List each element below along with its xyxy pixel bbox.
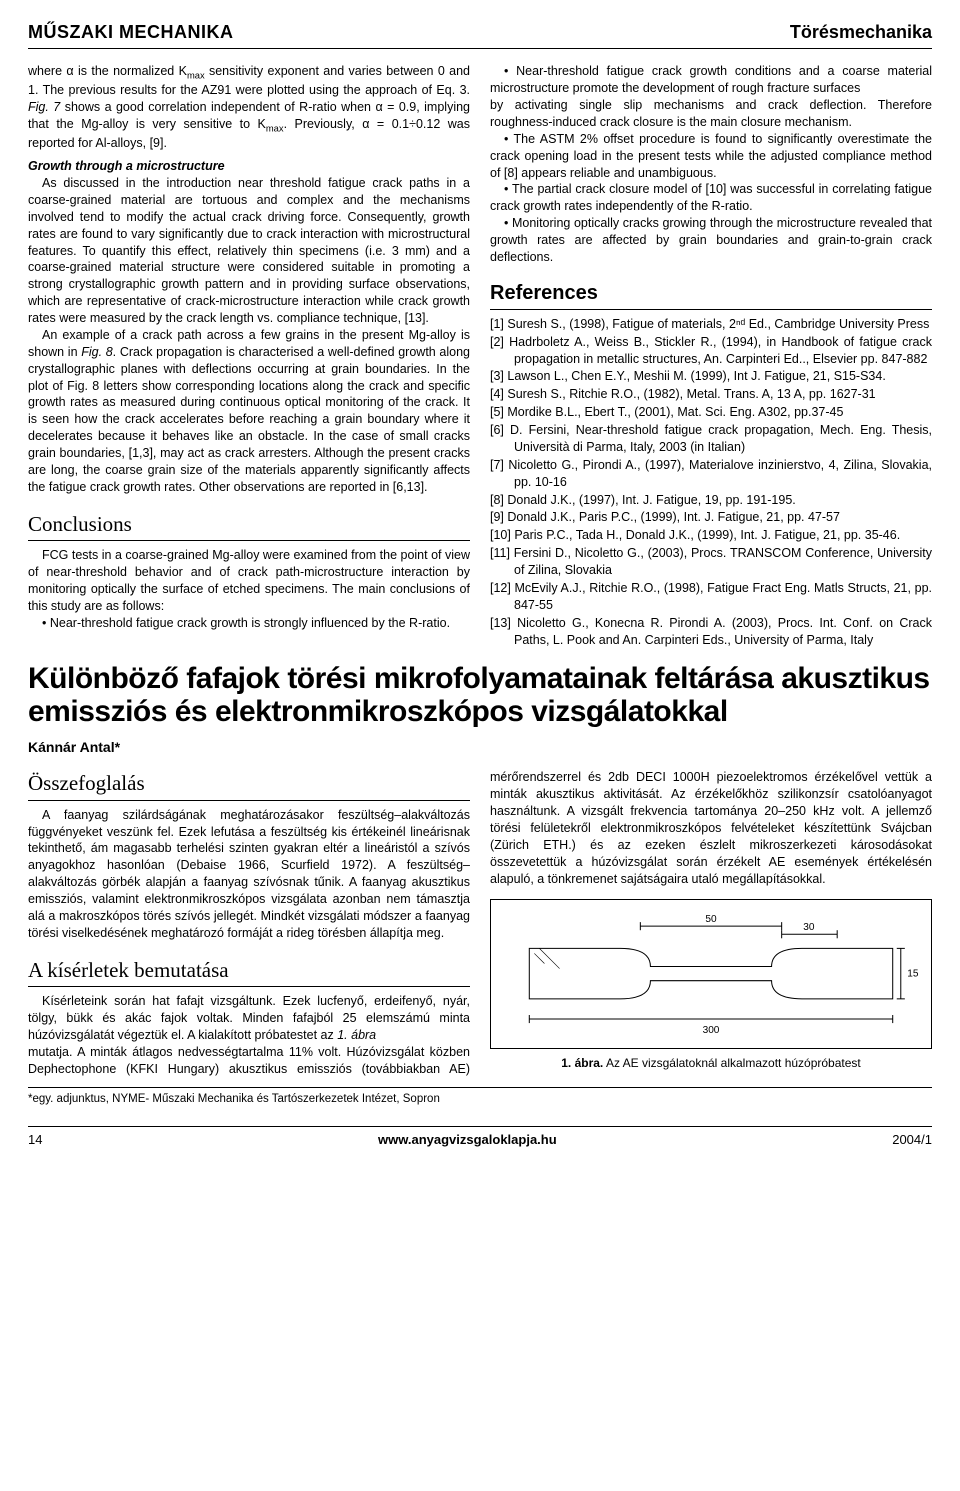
- reference-item: [7] Nicoletto G., Pirondi A., (1997), Ma…: [490, 457, 932, 491]
- reference-item: [2] Hadrboletz A., Weiss B., Stickler R.…: [490, 334, 932, 368]
- footnote-text: *egy. adjunktus, NYME- Műszaki Mechanika…: [28, 1092, 440, 1108]
- summary-heading: Összefoglalás: [28, 769, 470, 800]
- reference-item: [1] Suresh S., (1998), Fatigue of materi…: [490, 316, 932, 333]
- reference-item: [8] Donald J.K., (1997), Int. J. Fatigue…: [490, 492, 932, 509]
- bullet-6: • Monitoring optically cracks growing th…: [490, 215, 932, 266]
- bullet-3: by activating single slip mechanisms and…: [490, 97, 932, 131]
- article2-body: Összefoglalás A faanyag szilárdságának m…: [28, 769, 932, 1077]
- experiments-heading: A kísérletek bemutatása: [28, 956, 470, 987]
- bullet-2: • Near-threshold fatigue crack growth co…: [490, 63, 932, 97]
- exp-p1: Kísérleteink során hat fafajt vizsgáltun…: [28, 993, 470, 1044]
- figure-1: 50 30 15 300: [490, 899, 932, 1048]
- reference-item: [9] Donald J.K., Paris P.C., (1999), Int…: [490, 509, 932, 526]
- header-right: Törésmechanika: [790, 20, 932, 44]
- references-heading: References: [490, 280, 932, 310]
- dim-mid: 30: [803, 923, 815, 934]
- reference-item: [10] Paris P.C., Tada H., Donald J.K., (…: [490, 527, 932, 544]
- bullet-5: • The partial crack closure model of [10…: [490, 181, 932, 215]
- article2-title: Különböző fafajok törési mikrofolyamatai…: [28, 662, 932, 728]
- header-left: MŰSZAKI MECHANIKA: [28, 20, 234, 44]
- article2-author: Kánnár Antal*: [28, 738, 932, 757]
- reference-item: [3] Lawson L., Chen E.Y., Meshii M. (199…: [490, 368, 932, 385]
- para-3: An example of a crack path across a few …: [28, 327, 470, 496]
- footer-page: 14: [28, 1131, 42, 1149]
- figure-1-caption: 1. ábra. Az AE vizsgálatoknál alkalmazot…: [490, 1055, 932, 1071]
- bullet-4: • The ASTM 2% offset procedure is found …: [490, 131, 932, 182]
- para-1: where α is the normalized Kmax sensitivi…: [28, 63, 470, 152]
- reference-item: [5] Mordike B.L., Ebert T., (2001), Mat.…: [490, 404, 932, 421]
- reference-item: [13] Nicoletto G., Konecna R. Pirondi A.…: [490, 615, 932, 649]
- footer-url: www.anyagvizsgaloklapja.hu: [378, 1131, 557, 1149]
- reference-item: [12] McEvily A.J., Ritchie R.O., (1998),…: [490, 580, 932, 614]
- running-header: MŰSZAKI MECHANIKA Törésmechanika: [28, 20, 932, 49]
- article1-body: where α is the normalized Kmax sensitivi…: [28, 63, 932, 648]
- conclusions-heading: Conclusions: [28, 510, 470, 541]
- footer-issue: 2004/1: [892, 1131, 932, 1149]
- footnote-row: *egy. adjunktus, NYME- Műszaki Mechanika…: [28, 1092, 932, 1108]
- dim-right: 15: [907, 969, 919, 980]
- reference-item: [4] Suresh S., Ritchie R.O., (1982), Met…: [490, 386, 932, 403]
- page-footer: 14 www.anyagvizsgaloklapja.hu 2004/1: [28, 1126, 932, 1149]
- reference-list: [1] Suresh S., (1998), Fatigue of materi…: [490, 316, 932, 649]
- dim-bottom: 300: [703, 1026, 720, 1037]
- summary-p1: A faanyag szilárdságának meghatározásako…: [28, 807, 470, 942]
- dim-top: 50: [705, 915, 717, 926]
- subhead-growth: Growth through a microstructure: [28, 158, 470, 175]
- specimen-diagram: 50 30 15 300: [499, 908, 923, 1039]
- bullet-1: • Near-threshold fatigue crack growth is…: [28, 615, 470, 632]
- reference-item: [11] Fersini D., Nicoletto G., (2003), P…: [490, 545, 932, 579]
- reference-item: [6] D. Fersini, Near-threshold fatigue c…: [490, 422, 932, 456]
- para-2: As discussed in the introduction near th…: [28, 175, 470, 327]
- para-4: FCG tests in a coarse-grained Mg-alloy w…: [28, 547, 470, 615]
- footnote-rule: [28, 1087, 932, 1088]
